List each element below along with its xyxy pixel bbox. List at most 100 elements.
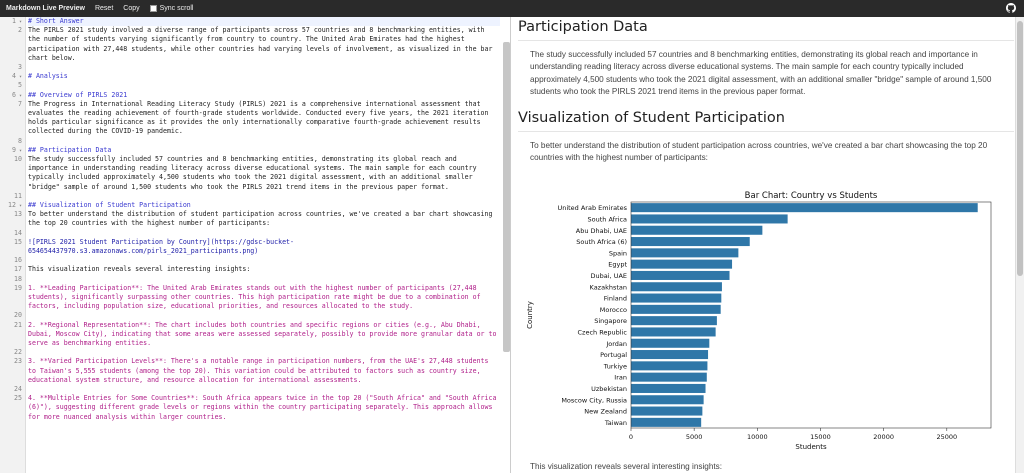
editor-line[interactable]: 18	[14, 275, 500, 284]
line-text: ## Overview of PIRLS 2021	[28, 90, 128, 99]
line-number: 17	[14, 265, 22, 274]
bar	[631, 395, 704, 405]
editor-line[interactable]: 19 1. **Leading Participation**: The Unit…	[14, 283, 500, 312]
editor-line[interactable]: 13 To better understand the distribution …	[14, 210, 500, 228]
sync-scroll-label: Sync scroll	[159, 5, 194, 12]
line-text: 1. **Leading Participation**: The United…	[28, 283, 485, 311]
y-axis-label: Country	[526, 301, 534, 329]
line-text: # Analysis	[28, 72, 68, 81]
editor-line[interactable]: 16	[14, 256, 500, 265]
y-tick-label: Singapore	[594, 317, 627, 325]
editor-line[interactable]: 3	[18, 63, 500, 72]
line-number: 6	[0, 91, 22, 101]
app-title: Markdown Live Preview	[6, 5, 85, 12]
bar	[631, 282, 722, 292]
line-number: 9	[0, 146, 22, 156]
preview-scrollbar-thumb[interactable]	[1017, 21, 1023, 276]
sync-scroll-toggle[interactable]: Sync scroll	[149, 5, 194, 12]
line-number: 3	[18, 63, 22, 72]
line-number: 5	[18, 81, 22, 90]
editor-line[interactable]: 17 This visualization reveals several int…	[14, 265, 500, 274]
y-tick-label: Moscow City, Russia	[561, 396, 627, 404]
editor-scrollbar[interactable]	[503, 42, 510, 352]
copy-button[interactable]: Copy	[123, 5, 140, 12]
bar	[631, 293, 722, 303]
y-tick-label: Portugal	[600, 351, 627, 359]
bar-chart-image: Bar Chart: Country vs Students United Ara…	[524, 190, 1004, 466]
x-tick-label: 0	[629, 433, 633, 441]
editor-line[interactable]: 2 The PIRLS 2021 study involved a diverse…	[18, 26, 500, 63]
x-tick-label: 20000	[873, 433, 894, 441]
bar	[631, 214, 788, 224]
line-number: 1	[0, 17, 22, 27]
editor-line[interactable]: 8	[18, 137, 500, 146]
editor-line[interactable]: 11	[14, 192, 500, 201]
editor-line[interactable]: 1# Short Answer	[12, 17, 500, 27]
y-tick-label: United Arab Emirates	[557, 204, 627, 212]
bar	[631, 350, 709, 360]
y-tick-label: Czech Republic	[578, 328, 628, 336]
bar	[631, 225, 763, 235]
editor-line[interactable]: 20	[14, 311, 500, 320]
line-text: 2. **Regional Representation**: The char…	[28, 320, 501, 347]
line-number: 23	[14, 357, 22, 366]
sync-scroll-checkbox[interactable]	[149, 5, 157, 12]
line-number: 7	[18, 99, 22, 108]
paragraph-visualization: To better understand the distribution of…	[530, 141, 988, 163]
y-tick-label: South Africa	[588, 215, 628, 223]
y-tick-label: Uzbekistan	[591, 385, 627, 393]
editor-line[interactable]: 7 The Progress in International Reading L…	[18, 99, 500, 137]
editor-line[interactable]: 5	[18, 81, 500, 90]
paragraph-participation: The study successfully included 57 count…	[530, 50, 992, 96]
editor-line[interactable]: 21 2. **Regional Representation**: The ch…	[14, 320, 501, 349]
y-tick-label: Taiwan	[604, 419, 627, 427]
line-number: 11	[14, 191, 22, 200]
heading-participation-data: Participation Data	[518, 19, 1014, 41]
line-number: 14	[14, 228, 22, 237]
editor-line[interactable]: 25 4. **Multiple Entries for Some Countri…	[14, 394, 501, 422]
x-tick-label: 15000	[810, 433, 831, 441]
bar	[631, 417, 702, 427]
line-number: 15	[14, 237, 22, 246]
bar	[631, 361, 708, 371]
y-tick-label: Dubai, UAE	[591, 272, 627, 280]
line-text: The study successfully included 57 count…	[28, 155, 481, 191]
x-tick-label: 10000	[747, 433, 768, 441]
github-icon[interactable]	[1006, 3, 1016, 13]
editor-line[interactable]: 10 The study successfully included 57 cou…	[14, 155, 500, 192]
y-tick-label: Kazakhstan	[590, 283, 627, 291]
bar	[631, 203, 978, 213]
bar	[631, 327, 716, 337]
editor-line[interactable]: 22	[14, 348, 500, 357]
editor-line[interactable]: 6## Overview of PIRLS 2021	[12, 90, 500, 100]
editor-line[interactable]: 12## Visualization of Student Participat…	[8, 201, 500, 210]
toolbar: Markdown Live Preview Reset Copy Sync sc…	[0, 0, 1024, 17]
editor-line[interactable]: 15 ![PIRLS 2021 Student Participation by …	[14, 238, 500, 256]
chart-title: Bar Chart: Country vs Students	[745, 191, 878, 201]
editor-line[interactable]: 14	[14, 229, 500, 238]
y-tick-label: Morocco	[600, 306, 627, 314]
line-number: 12	[0, 201, 22, 211]
heading-visualization: Visualization of Student Participation	[518, 110, 1014, 133]
line-text: The Progress in International Reading Li…	[28, 99, 493, 136]
bar	[631, 304, 721, 314]
y-tick-label: Spain	[609, 249, 627, 257]
editor-line[interactable]: 4# Analysis	[12, 72, 500, 81]
line-number: 19	[14, 283, 22, 292]
y-tick-label: Egypt	[608, 261, 627, 269]
line-text: 4. **Multiple Entries for Some Countries…	[28, 394, 501, 421]
editor-line[interactable]: 9## Participation Data	[12, 145, 500, 155]
markdown-preview: Participation Data The study successfull…	[512, 17, 1014, 473]
reset-button[interactable]: Reset	[94, 5, 114, 12]
editor-line[interactable]: 23 3. **Varied Participation Levels**: Th…	[14, 357, 500, 385]
line-number: 2	[18, 26, 22, 35]
line-text: ## Participation Data	[28, 145, 112, 154]
bar	[631, 316, 717, 326]
editor-line[interactable]: 24	[14, 385, 500, 394]
line-text: ## Visualization of Student Participatio…	[28, 201, 191, 209]
preview-scrollbar[interactable]	[1015, 17, 1024, 473]
line-text: 3. **Varied Participation Levels**: Ther…	[28, 357, 493, 384]
line-number: 24	[14, 384, 22, 393]
